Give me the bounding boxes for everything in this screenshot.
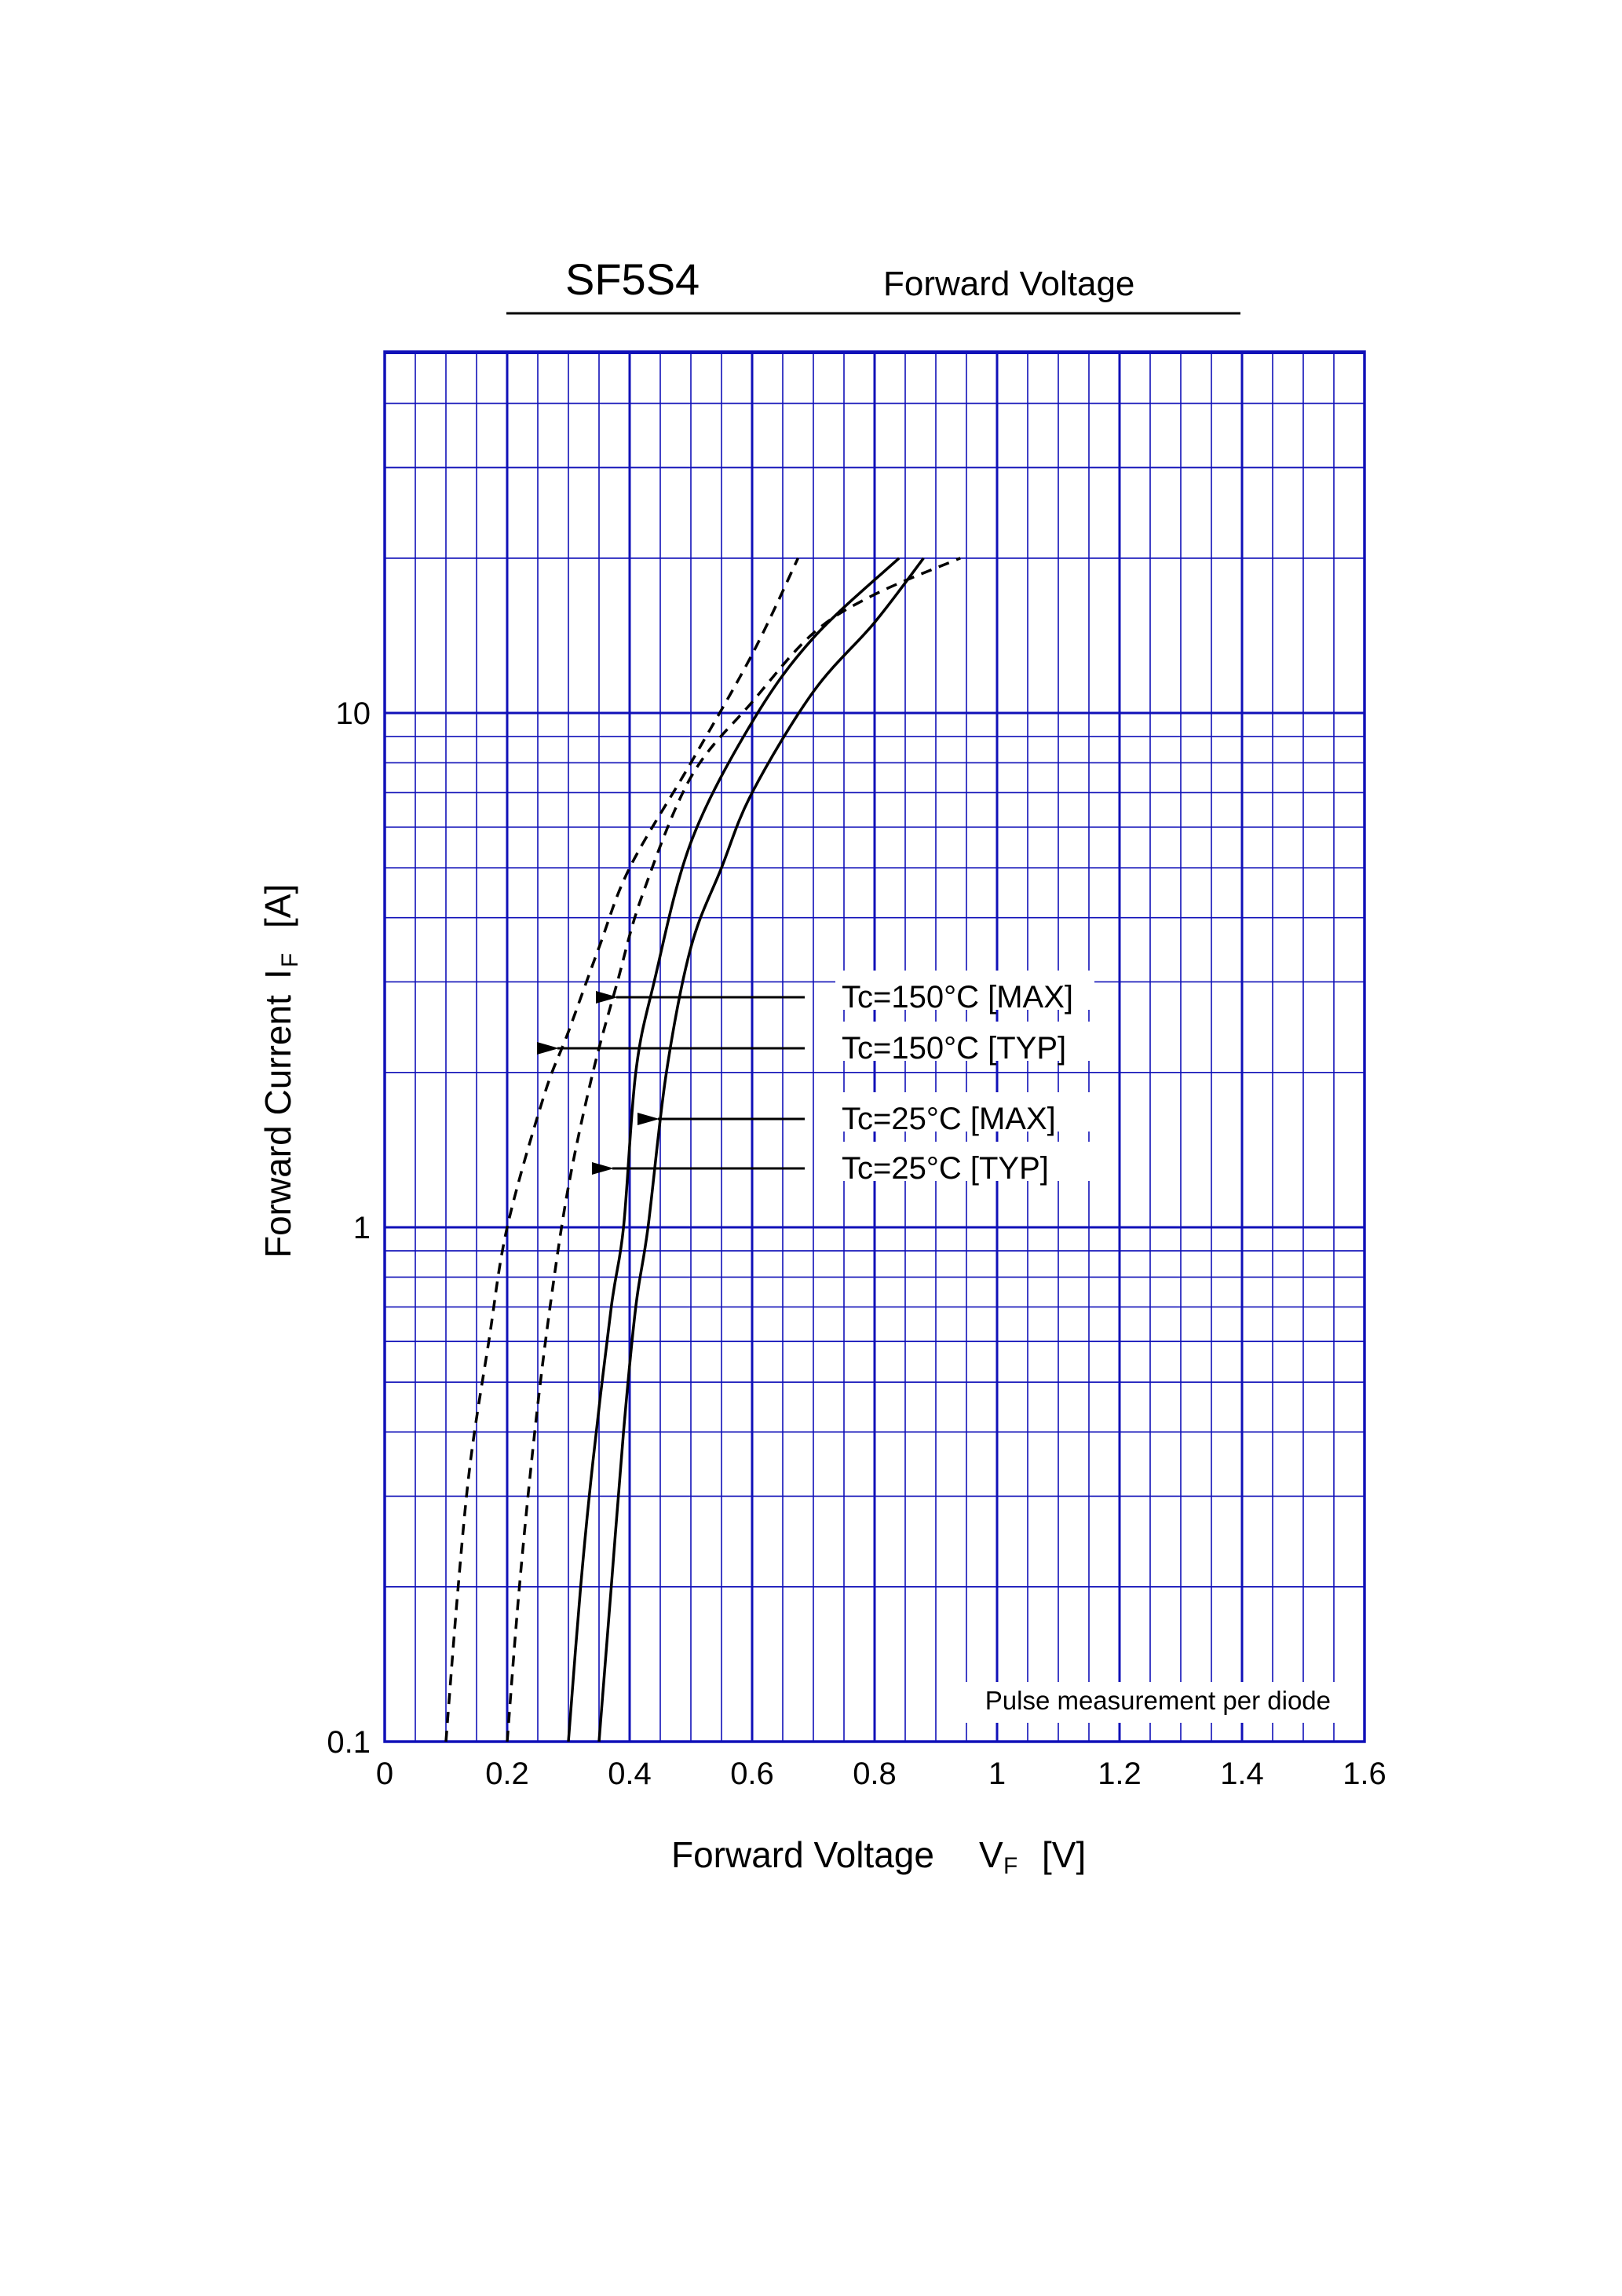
annotation-background bbox=[835, 1022, 1094, 1061]
x-tick-label: 0.8 bbox=[853, 1757, 897, 1791]
curve-150c-max bbox=[506, 557, 961, 1742]
annotation-label: Tc=150°C [TYP] bbox=[842, 1031, 1066, 1066]
tick-labels: 0 0.2 0.4 0.6 0.8 1 1.2 1.4 1.6 0.1 1 10 bbox=[327, 696, 1386, 1791]
x-tick-label: 1.2 bbox=[1098, 1757, 1142, 1791]
x-tick-label: 1.4 bbox=[1220, 1757, 1264, 1791]
annotation-background bbox=[835, 1142, 1094, 1181]
x-tick-label: 1.6 bbox=[1343, 1757, 1386, 1791]
curves bbox=[444, 557, 961, 1742]
note-background bbox=[946, 1682, 1339, 1723]
grid bbox=[383, 350, 1366, 1743]
plot-frame bbox=[383, 350, 1366, 1743]
curve-annotations: Tc=150°C [MAX] Tc=150°C [TYP] Tc=25°C [MAX… bbox=[537, 971, 1094, 1186]
chart-part-number: SF5S4 bbox=[565, 254, 700, 304]
annotation-label: Tc=25°C [TYP] bbox=[842, 1151, 1049, 1186]
y-tick-label: 10 bbox=[336, 696, 371, 731]
x-axis-label: Forward Voltage V F [V] bbox=[671, 1834, 1086, 1879]
x-tick-label: 0 bbox=[376, 1757, 393, 1791]
y-axis-title: Forward Current bbox=[258, 995, 298, 1258]
x-axis-unit: [V] bbox=[1042, 1834, 1086, 1875]
chart-title: Forward Voltage bbox=[883, 265, 1134, 303]
y-axis-unit: [A] bbox=[258, 884, 298, 928]
annotation-background bbox=[835, 1092, 1094, 1132]
x-tick-label: 0.2 bbox=[485, 1757, 529, 1791]
annotation-background bbox=[835, 971, 1094, 1010]
y-axis-symbol: I bbox=[258, 969, 298, 979]
x-tick-label: 0.4 bbox=[608, 1757, 652, 1791]
y-axis-label: Forward Current I F [A] bbox=[258, 884, 303, 1258]
y-tick-label: 1 bbox=[353, 1211, 371, 1245]
x-tick-label: 1 bbox=[988, 1757, 1006, 1791]
y-axis-subscript: F bbox=[277, 953, 303, 967]
y-tick-label: 0.1 bbox=[327, 1725, 371, 1760]
curve-150c-typ bbox=[444, 558, 800, 1742]
curve-25c-typ bbox=[567, 557, 901, 1742]
annotation-label: Tc=25°C [MAX] bbox=[842, 1102, 1056, 1136]
pulse-note: Pulse measurement per diode bbox=[985, 1686, 1331, 1715]
curve-25c-max bbox=[597, 557, 925, 1742]
x-axis-subscript: F bbox=[1003, 1853, 1017, 1879]
x-axis-symbol: V bbox=[979, 1834, 1003, 1875]
x-axis-title: Forward Voltage bbox=[671, 1834, 934, 1875]
x-tick-label: 0.6 bbox=[730, 1757, 774, 1791]
annotation-label: Tc=150°C [MAX] bbox=[842, 980, 1073, 1015]
